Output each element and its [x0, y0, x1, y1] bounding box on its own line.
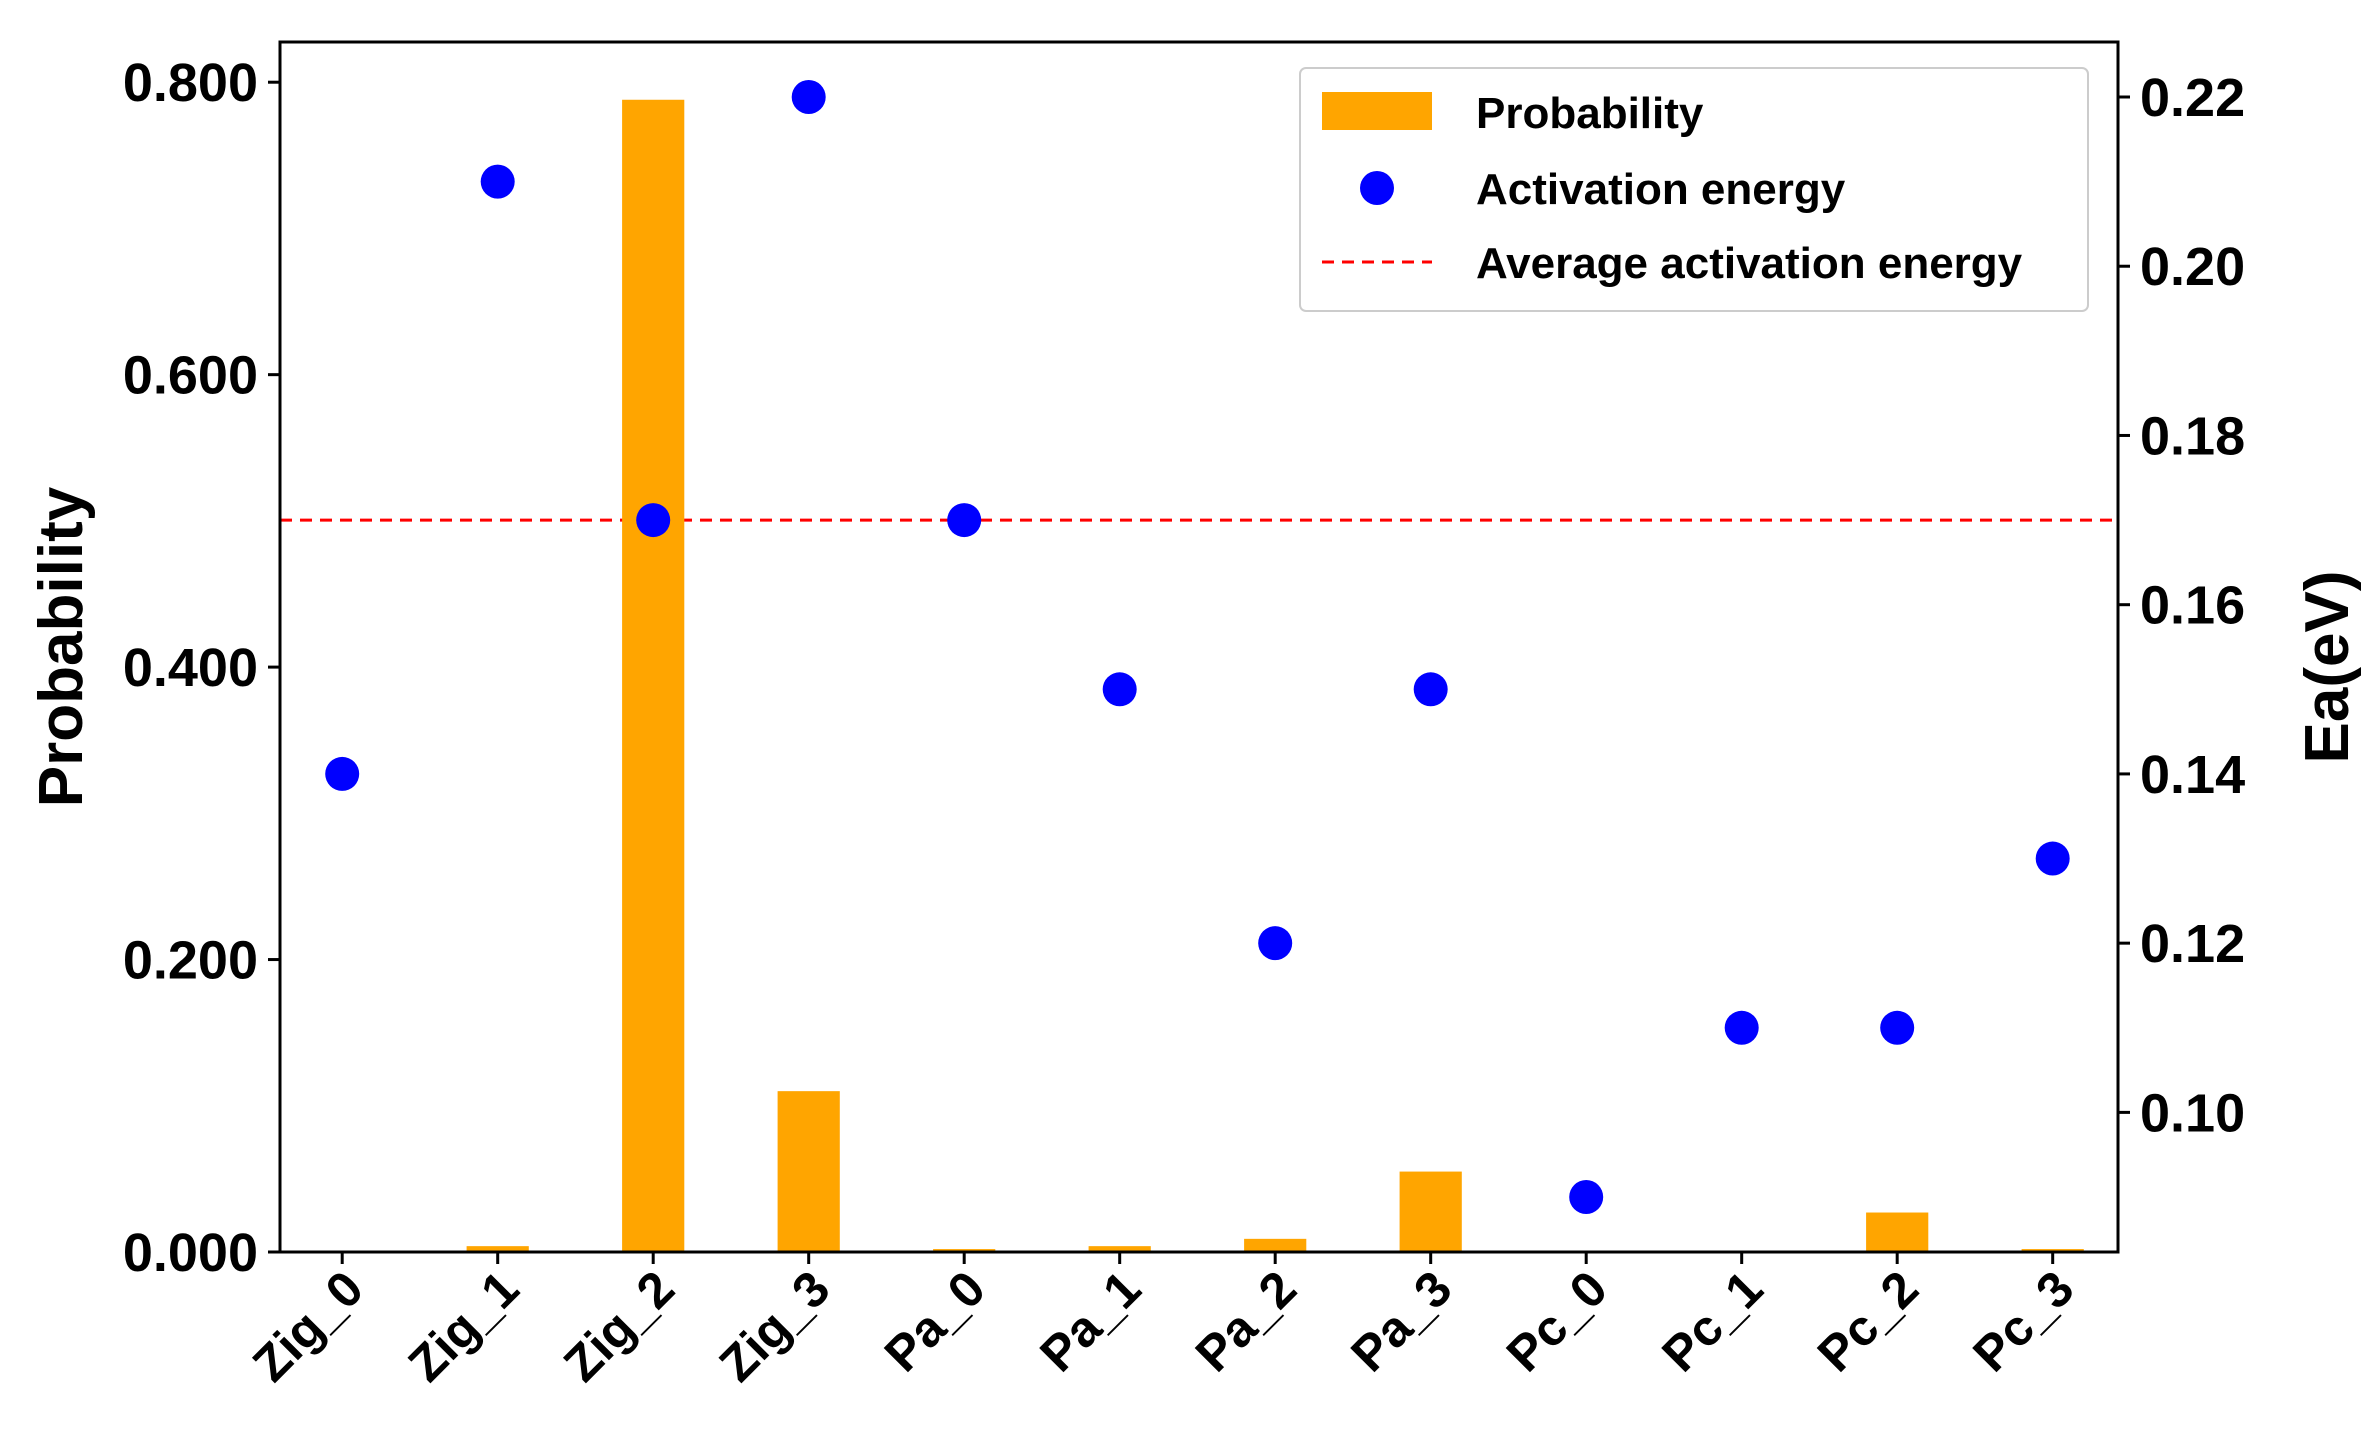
point-pc-0	[1569, 1180, 1604, 1214]
legend-label-average-activation-energy: Average activation energy	[1476, 239, 2023, 288]
y-axis-title: Probability	[27, 486, 96, 807]
y2-tick-label: 0.10	[2140, 1083, 2245, 1143]
legend-swatch-activation-energy	[1360, 171, 1394, 205]
point-zig-1	[480, 164, 515, 199]
bar-zig-2	[622, 99, 685, 1253]
point-zig-3	[791, 80, 826, 114]
legend-box	[1299, 67, 2089, 312]
y2-tick-label: 0.16	[2140, 576, 2245, 636]
y-tick-label: 0.600	[123, 346, 258, 406]
bar-zig-1	[466, 1246, 529, 1252]
bar-pa-1	[1088, 1246, 1151, 1252]
y2-tick-label: 0.12	[2140, 914, 2245, 974]
point-pa-1	[1102, 672, 1137, 707]
probability-bars	[466, 99, 2084, 1253]
point-pc-2	[1880, 1010, 1915, 1045]
bar-pc-2	[1866, 1212, 1929, 1252]
bar-zig-3	[777, 1091, 840, 1252]
bar-pa-3	[1399, 1171, 1462, 1252]
plot-frame	[278, 40, 2120, 1254]
y2-axis-title: Ea(eV)	[2293, 571, 2362, 764]
y-tick-label: 0.200	[123, 931, 258, 991]
legend-label-activation-energy: Activation energy	[1476, 165, 1846, 214]
point-zig-0	[325, 756, 360, 791]
y-tick-label: 0.000	[123, 1223, 258, 1283]
point-pa-2	[1258, 926, 1293, 961]
point-pa-0	[947, 503, 982, 538]
point-zig-2	[636, 503, 671, 538]
y2-tick-label: 0.22	[2140, 68, 2245, 128]
y2-tick-label: 0.18	[2140, 406, 2245, 466]
activation-energy-points	[325, 80, 2070, 1214]
legend-swatch-probability	[1322, 92, 1432, 130]
y2-tick-label: 0.20	[2140, 237, 2245, 297]
point-pc-1	[1724, 1010, 1759, 1045]
bar-pa-2	[1244, 1238, 1307, 1252]
legend: Probability Activation energy Average ac…	[1299, 67, 2089, 312]
y-tick-label: 0.800	[123, 53, 258, 113]
point-pa-3	[1413, 672, 1448, 707]
point-pc-3	[2035, 841, 2070, 876]
y-tick-label: 0.400	[123, 638, 258, 698]
y2-tick-label: 0.14	[2140, 745, 2245, 805]
legend-label-probability: Probability	[1476, 89, 1704, 138]
